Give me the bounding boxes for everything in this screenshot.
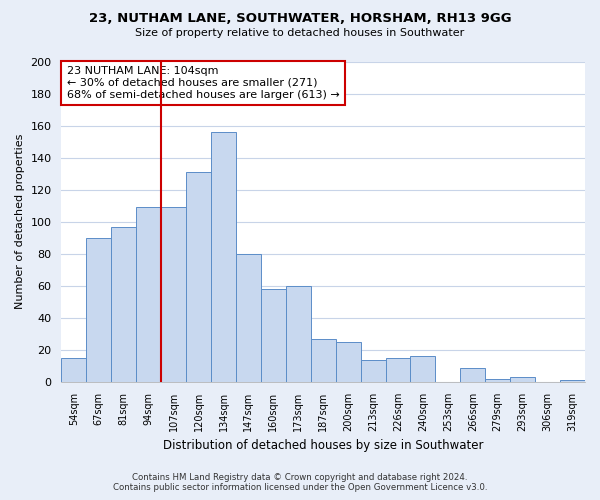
Bar bbox=[61, 358, 86, 382]
Text: Size of property relative to detached houses in Southwater: Size of property relative to detached ho… bbox=[136, 28, 464, 38]
Bar bbox=[111, 226, 136, 382]
Bar bbox=[361, 360, 386, 382]
Bar bbox=[311, 339, 335, 382]
Bar bbox=[386, 358, 410, 382]
Text: 23 NUTHAM LANE: 104sqm
← 30% of detached houses are smaller (271)
68% of semi-de: 23 NUTHAM LANE: 104sqm ← 30% of detached… bbox=[67, 66, 340, 100]
Bar bbox=[510, 378, 535, 382]
Bar bbox=[460, 368, 485, 382]
Bar bbox=[560, 380, 585, 382]
Text: Contains HM Land Registry data © Crown copyright and database right 2024.
Contai: Contains HM Land Registry data © Crown c… bbox=[113, 473, 487, 492]
Bar bbox=[286, 286, 311, 382]
Bar bbox=[161, 208, 186, 382]
Bar bbox=[335, 342, 361, 382]
Bar bbox=[261, 289, 286, 382]
Bar bbox=[236, 254, 261, 382]
X-axis label: Distribution of detached houses by size in Southwater: Distribution of detached houses by size … bbox=[163, 440, 484, 452]
Bar bbox=[86, 238, 111, 382]
Y-axis label: Number of detached properties: Number of detached properties bbox=[15, 134, 25, 310]
Text: 23, NUTHAM LANE, SOUTHWATER, HORSHAM, RH13 9GG: 23, NUTHAM LANE, SOUTHWATER, HORSHAM, RH… bbox=[89, 12, 511, 26]
Bar bbox=[136, 208, 161, 382]
Bar bbox=[186, 172, 211, 382]
Bar bbox=[410, 356, 436, 382]
Bar bbox=[485, 379, 510, 382]
Bar bbox=[211, 132, 236, 382]
